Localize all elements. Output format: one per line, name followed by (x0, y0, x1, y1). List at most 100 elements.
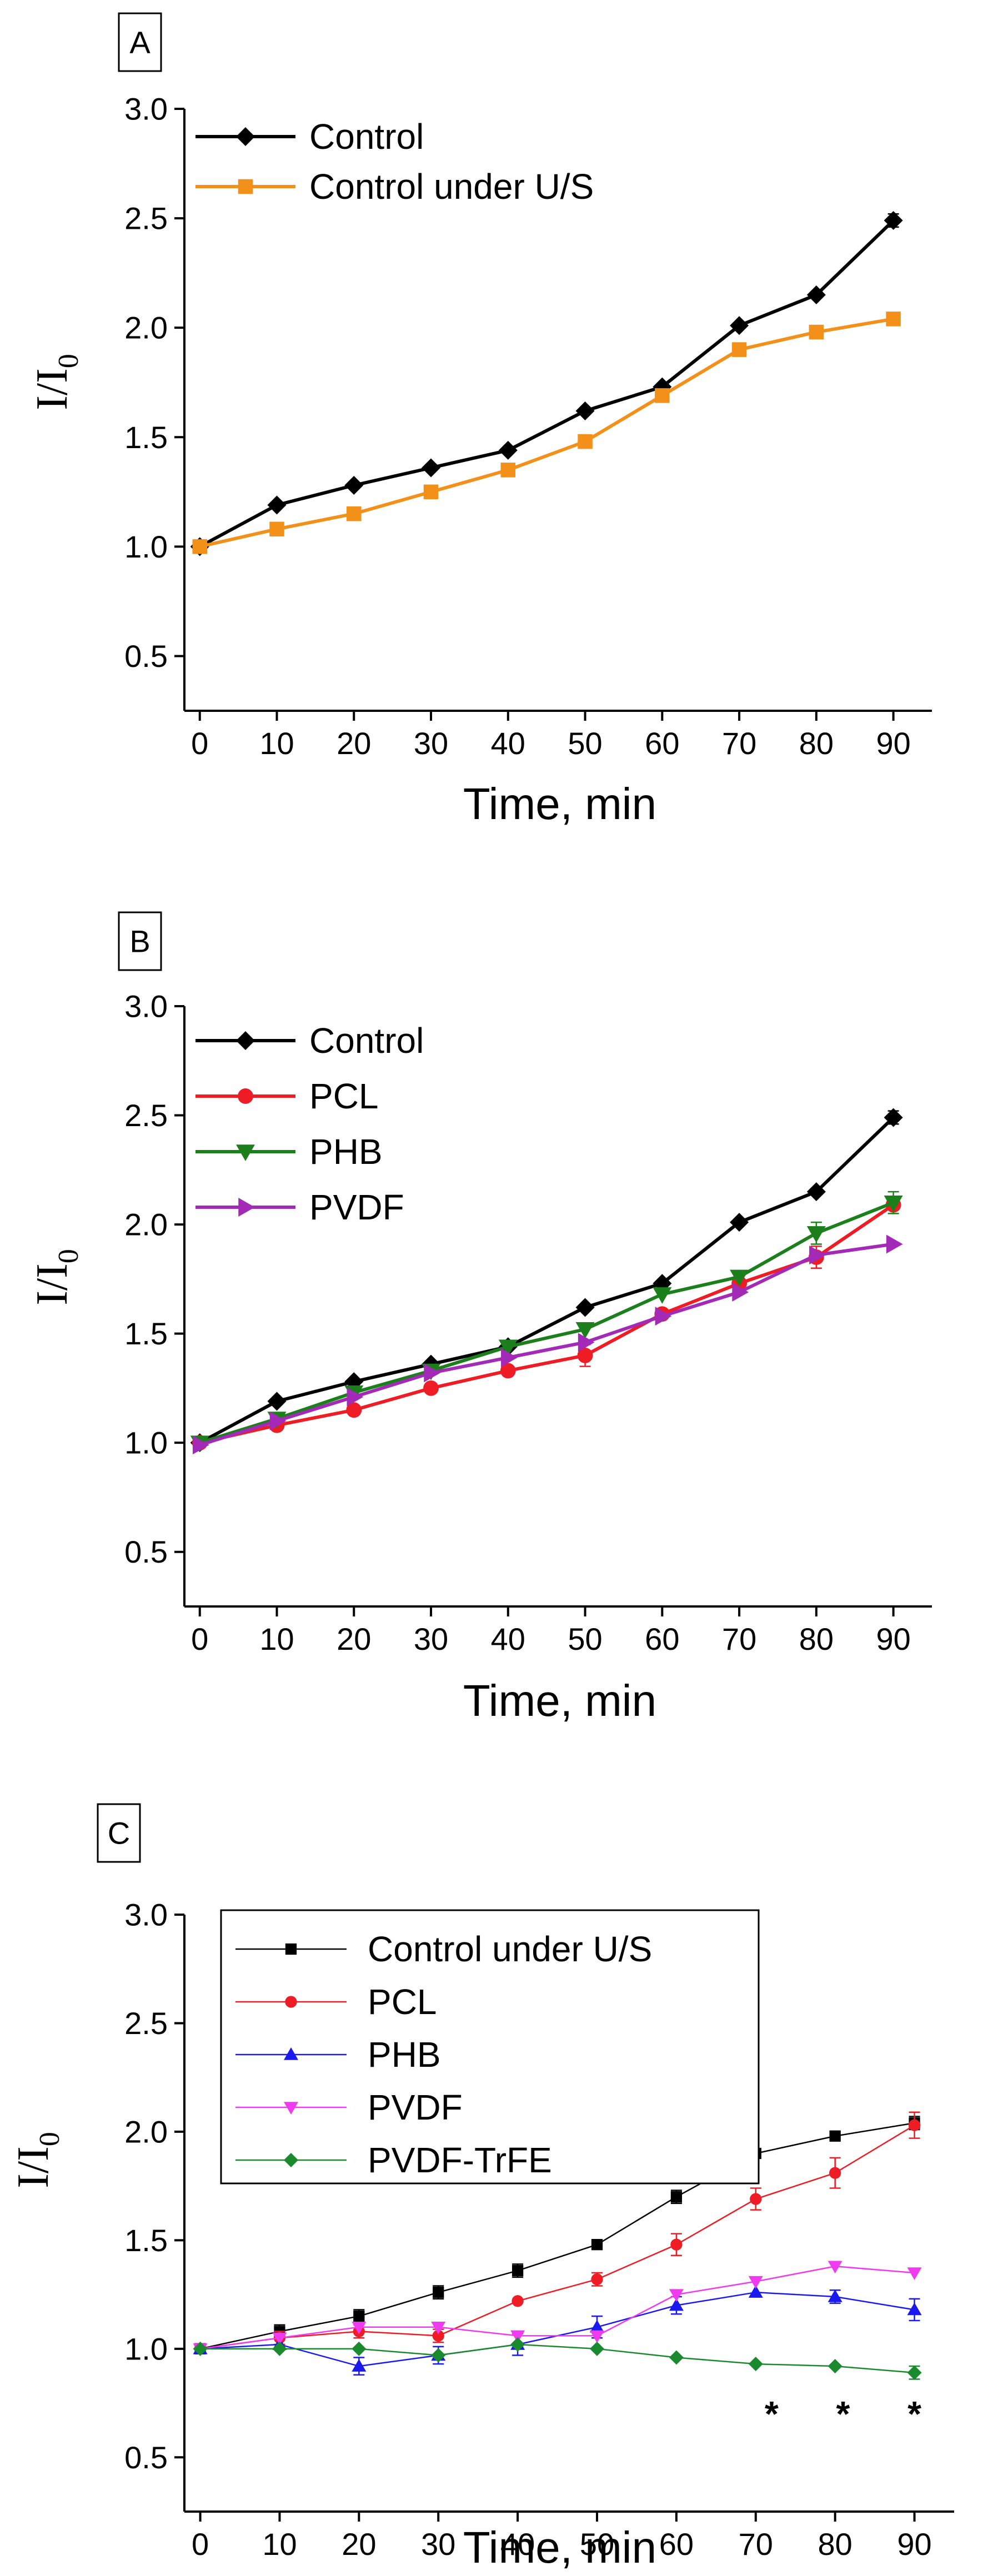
panel-label-box (118, 911, 162, 971)
x-tick-label: 90 (876, 1621, 910, 1656)
y-axis-label: I/I0 (9, 2132, 66, 2188)
data-point (431, 2348, 446, 2363)
data-point (827, 2289, 842, 2302)
x-tick-label: 20 (337, 726, 371, 761)
data-point (829, 2130, 841, 2142)
y-axis-label: I/I0 (28, 1249, 84, 1305)
data-point (827, 2261, 842, 2274)
y-tick-label: 3.0 (124, 1897, 168, 1932)
x-tick-label: 80 (799, 1621, 834, 1656)
legend-item: PVDF (235, 2087, 463, 2127)
y-tick-label: 0.5 (124, 639, 168, 674)
x-tick-label: 40 (491, 1621, 525, 1656)
legend-label: PHB (309, 1132, 383, 1172)
data-point (500, 1363, 516, 1379)
data-point (590, 2330, 605, 2343)
series-pvdf-trfe (193, 2337, 922, 2380)
data-point (731, 342, 747, 357)
data-point (730, 316, 749, 335)
x-tick-label: 10 (259, 1621, 294, 1656)
panel-label: A (129, 25, 151, 60)
x-tick-label: 50 (568, 1621, 602, 1656)
data-point (347, 506, 362, 521)
x-tick-label: 80 (799, 726, 834, 761)
data-point (347, 1387, 364, 1407)
data-point (498, 440, 518, 460)
significance-asterisk: * (836, 2394, 850, 2434)
data-point (423, 1380, 439, 1396)
legend-marker (238, 1198, 255, 1217)
data-point (501, 1348, 518, 1367)
data-point (670, 2191, 683, 2203)
legend-label: PCL (309, 1076, 379, 1116)
legend-label: PVDF (309, 1187, 404, 1227)
legend-item: Control (195, 117, 424, 157)
y-tick-label: 1.5 (124, 1316, 168, 1351)
data-point (886, 1234, 903, 1254)
x-tick-label: 60 (659, 2527, 694, 2562)
data-point (269, 521, 284, 537)
data-point (653, 1287, 672, 1304)
y-axis-label: I/I0 (28, 354, 84, 410)
data-point (886, 312, 901, 327)
data-point (423, 484, 439, 500)
y-tick-label: 2.0 (124, 2114, 168, 2149)
data-point (192, 539, 208, 554)
data-point (575, 401, 595, 420)
series-line (199, 219, 895, 549)
legend-label: PHB (368, 2035, 441, 2075)
data-point (267, 1392, 287, 1411)
x-tick-label: 50 (580, 2527, 614, 2562)
data-point (730, 1269, 749, 1287)
x-tick-label: 60 (645, 1621, 679, 1656)
legend-item: PHB (195, 1132, 383, 1172)
data-point (431, 2321, 446, 2334)
legend-marker (284, 2102, 298, 2115)
y-tick-label: 2.0 (124, 1207, 168, 1242)
data-point (748, 2357, 763, 2372)
series-line (200, 2266, 915, 2350)
data-point (669, 2289, 684, 2302)
panel-c: C 0 10 20 30 40 50 60 70 80 900.51.01.52.02.53.0 … (9, 1803, 954, 2572)
data-point (433, 2287, 444, 2298)
x-tick-label: 40 (491, 726, 525, 761)
data-point (655, 1307, 672, 1326)
legend-label: PCL (368, 1982, 437, 2022)
data-point (730, 1213, 749, 1232)
data-point (884, 1196, 903, 1212)
legend-marker (236, 1031, 255, 1050)
data-point (344, 475, 364, 495)
data-point (669, 2350, 684, 2365)
legend-label: Control (309, 117, 424, 157)
y-tick-label: 3.0 (124, 92, 168, 127)
x-tick-label: 10 (262, 2527, 297, 2562)
data-point (511, 2295, 524, 2307)
data-point (591, 2239, 603, 2251)
series-line (199, 1116, 895, 1444)
data-point (590, 2341, 605, 2356)
data-point (269, 1411, 287, 1430)
x-tick-label: 70 (739, 2527, 773, 2562)
y-tick-label: 0.5 (124, 1534, 168, 1569)
data-point (510, 2330, 525, 2343)
panel-a: A 0 10 20 30 40 50 60 70 80 900.51.01.52.02.53.0 … (28, 12, 932, 828)
x-tick-label: 70 (722, 726, 756, 761)
data-point (655, 388, 670, 403)
x-tick-label: 30 (414, 1621, 448, 1656)
legend-item: PHB (235, 2035, 441, 2075)
data-point (806, 1182, 826, 1202)
x-axis-label: Time, min (463, 2523, 656, 2572)
data-point (907, 2267, 922, 2280)
significance-asterisk: * (907, 2394, 921, 2434)
y-tick-label: 3.0 (124, 989, 168, 1024)
legend-label: PVDF-TrFE (368, 2140, 552, 2180)
y-tick-label: 1.5 (124, 420, 168, 455)
data-point (577, 1348, 593, 1363)
data-point (578, 434, 593, 449)
x-tick-label: 40 (500, 2527, 535, 2562)
x-tick-label: 30 (414, 726, 448, 761)
data-point (748, 2276, 763, 2289)
data-point (500, 463, 516, 478)
data-point (346, 1402, 362, 1418)
